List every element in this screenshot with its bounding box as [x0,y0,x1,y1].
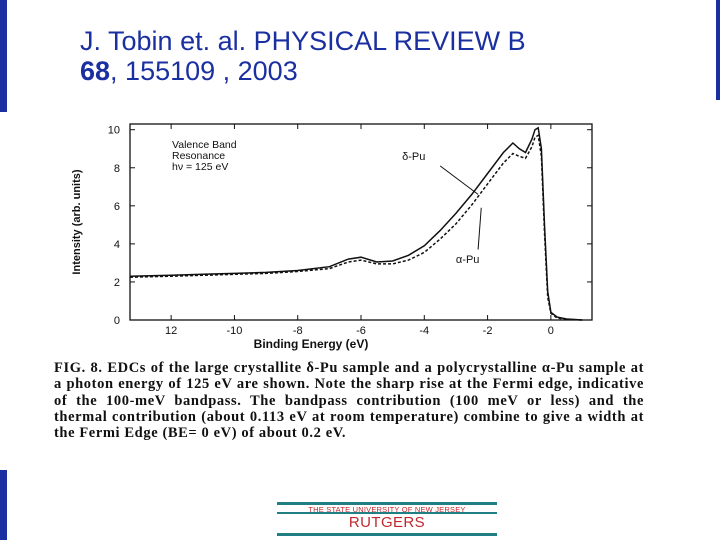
slide-title-line1: J. Tobin et. al. PHYSICAL REVIEW B [80,26,526,56]
x-tick-label: -8 [293,325,303,337]
y-tick-label: 8 [114,163,120,175]
x-tick-label: -6 [356,325,366,337]
y-tick-label: 6 [114,201,120,213]
y-tick-label: 2 [114,277,120,289]
annotation-1: Valence Band [172,139,237,151]
annotation-2: Resonance [172,150,225,162]
y-tick-label: 4 [114,239,120,251]
rutgers-rule-middle [277,512,497,514]
x-tick-label: 12 [165,325,177,337]
series-label-delta-pu: δ-Pu [402,151,425,163]
rutgers-rule-top [277,502,497,505]
alpha-pu-pointer [477,207,482,250]
y-axis-label: Intensity (arb. units) [71,169,83,274]
series-label-alpha-pu: α-Pu [456,254,479,266]
slide-title-citation: , 155109 , 2003 [110,56,298,86]
rutgers-university-name: THE STATE UNIVERSITY OF NEW JERSEY [308,505,466,514]
left-accent-bar-bottom [0,470,7,540]
figure-scan: 0 2 4 6 8 10 12 -10 -8 -6 -4 -2 0 Binding Energy (eV)… [62,112,644,462]
rutgers-rule-bottom [277,533,497,536]
slide-title: J. Tobin et. al. PHYSICAL REVIEW B 68, 1… [80,26,680,86]
right-accent-bar [716,0,720,100]
left-accent-bar-top [0,0,7,112]
y-tick-label: 10 [108,125,120,137]
y-tick-label: 0 [114,315,120,327]
x-tick-label: 0 [548,325,554,337]
slide-title-volume: 68 [80,56,111,86]
x-tick-label: -10 [226,325,242,337]
x-tick-label: -2 [483,325,493,337]
x-tick-label: -4 [419,325,429,337]
delta-pu-pointer [439,165,479,195]
x-axis-label: Binding Energy (eV) [254,337,369,351]
series-line-alpha-pu [129,134,583,321]
rutgers-logo: RUTGERS [348,514,426,531]
figure-caption: FIG. 8. EDCs of the large crystallite δ-… [54,360,644,442]
annotation-3: hν = 125 eV [172,161,228,173]
edc-chart: 0 2 4 6 8 10 12 -10 -8 -6 -4 -2 0 Binding Energy (eV)… [71,123,593,351]
